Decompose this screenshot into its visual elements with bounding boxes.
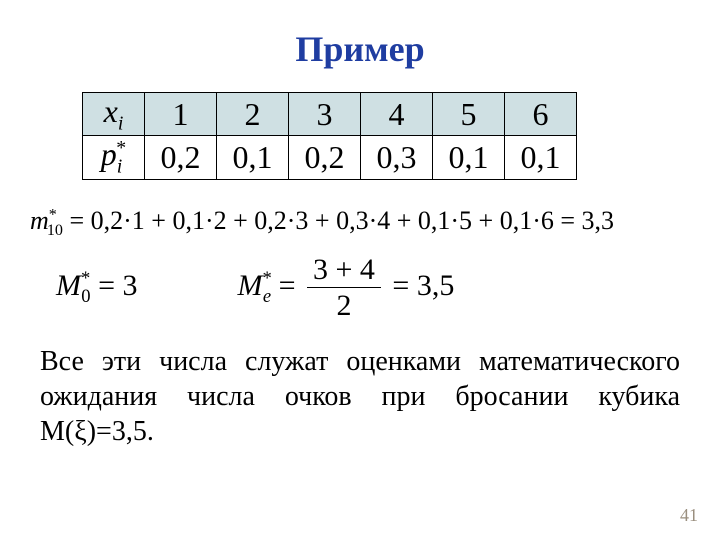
table-x-5: 5 [433, 93, 505, 136]
table-p-1: 0,2 [145, 136, 217, 179]
body-paragraph: Все эти числа служат оценками математиче… [40, 344, 680, 449]
table-p-6: 0,1 [505, 136, 577, 179]
table-x-6: 6 [505, 93, 577, 136]
table-pi-label: pi* [83, 136, 145, 179]
equation-m10: m*10 = 0,2·1 + 0,1·2 + 0,2·3 + 0,3·4 + 0… [30, 206, 672, 240]
page-number: 41 [680, 505, 698, 526]
table-xi-label: xi [83, 93, 145, 136]
table-p-3: 0,2 [289, 136, 361, 179]
equation-me: M*e = 3 + 4 2 = 3,5 [238, 254, 455, 322]
table-p-5: 0,1 [433, 136, 505, 179]
equation-m0: M*0 = 3 [56, 268, 138, 308]
slide-title: Пример [48, 28, 672, 70]
distribution-table: xi 1 2 3 4 5 6 pi* 0,2 0,1 0,2 0,3 0,1 0… [82, 92, 672, 180]
table-x-1: 1 [145, 93, 217, 136]
table-x-4: 4 [361, 93, 433, 136]
table-p-2: 0,1 [217, 136, 289, 179]
table-p-4: 0,3 [361, 136, 433, 179]
table-x-2: 2 [217, 93, 289, 136]
table-x-3: 3 [289, 93, 361, 136]
